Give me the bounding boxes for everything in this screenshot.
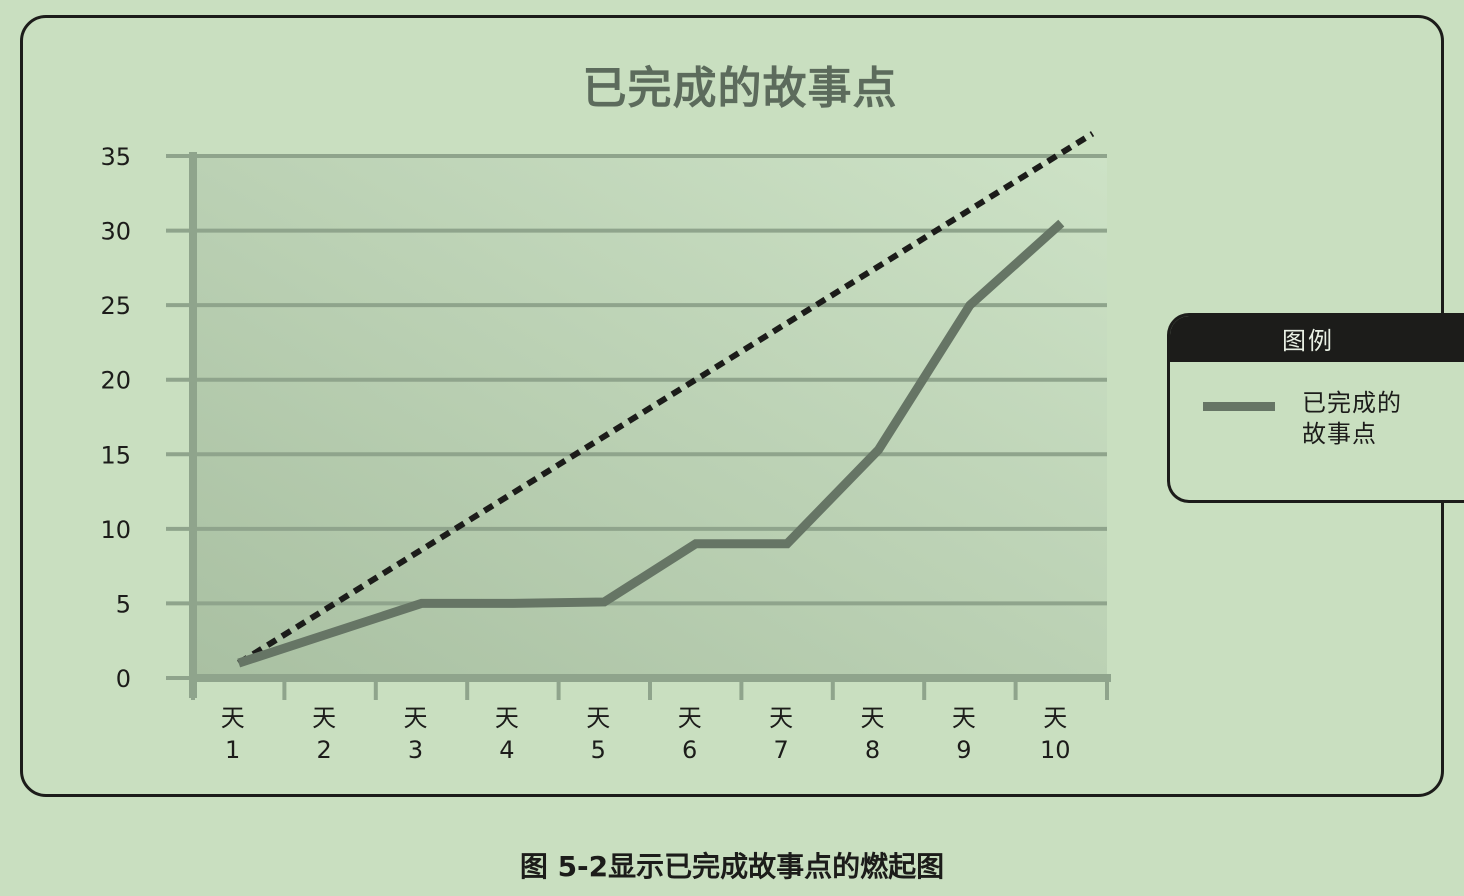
x-tick-label-8: 8 (865, 736, 880, 764)
y-tick-label-5: 5 (116, 590, 131, 618)
legend: 图例 已完成的 故事点 (1167, 313, 1464, 503)
x-tick-prefix-1: 天 (221, 704, 245, 732)
x-tick-label-7: 7 (773, 736, 788, 764)
figure-caption: 图 5-2显示已完成故事点的燃起图 (519, 850, 945, 883)
legend-label-line-2: 故事点 (1302, 420, 1377, 448)
x-tick-label-4: 4 (499, 736, 514, 764)
x-tick-label-5: 5 (591, 736, 606, 764)
x-tick-prefix-3: 天 (404, 704, 428, 732)
x-tick-prefix-5: 天 (586, 704, 610, 732)
x-tick-label-6: 6 (682, 736, 697, 764)
x-tick-label-9: 9 (956, 736, 971, 764)
x-tick-prefix-6: 天 (678, 704, 702, 732)
x-tick-label-10: 10 (1040, 736, 1071, 764)
x-tick-prefix-2: 天 (312, 704, 336, 732)
legend-swatch-completed (1203, 402, 1275, 411)
x-tick-prefix-4: 天 (495, 704, 519, 732)
series-trend-line (237, 131, 1095, 666)
y-tick-label-0: 0 (116, 665, 131, 693)
y-tick-label-25: 25 (100, 292, 131, 320)
x-tick-prefix-8: 天 (861, 704, 885, 732)
plot-area (193, 156, 1107, 678)
legend-label-line-1: 已完成的 (1302, 389, 1402, 417)
x-tick-label-3: 3 (408, 736, 423, 764)
x-tick-prefix-10: 天 (1043, 704, 1067, 732)
x-tick-prefix-9: 天 (952, 704, 976, 732)
y-tick-label-20: 20 (100, 367, 131, 395)
y-tick-label-10: 10 (100, 516, 131, 544)
legend-title: 图例 (1170, 316, 1464, 362)
x-tick-label-1: 1 (225, 736, 240, 764)
chart-title: 已完成的故事点 (582, 63, 898, 114)
legend-label-completed: 已完成的 故事点 (1302, 388, 1422, 450)
y-tick-label-35: 35 (100, 143, 131, 171)
y-tick-label-30: 30 (100, 218, 131, 246)
x-tick-prefix-7: 天 (769, 704, 793, 732)
x-tick-label-2: 2 (316, 736, 331, 764)
series-completed-line (237, 219, 1065, 668)
y-tick-label-15: 15 (100, 441, 131, 469)
